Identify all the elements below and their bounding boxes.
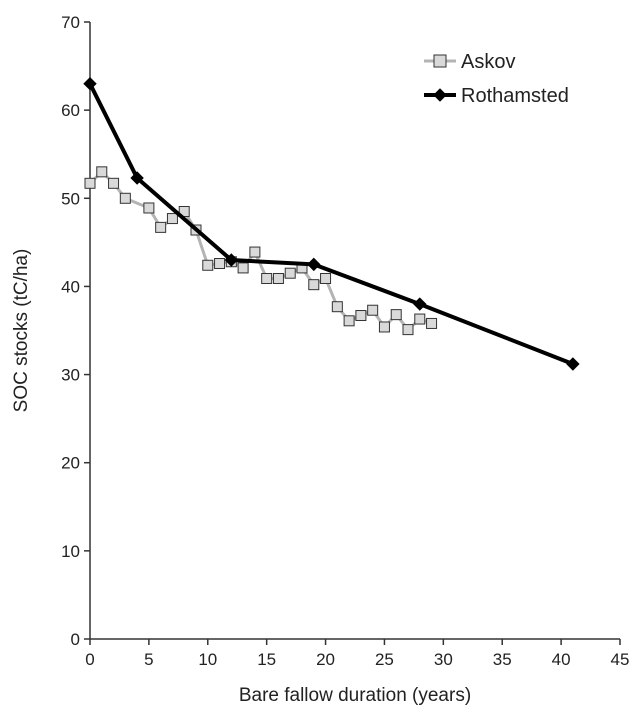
point-askov-25 <box>390 309 402 321</box>
x-tick-label-25: 25 <box>375 650 394 669</box>
point-rothamsted-1 <box>130 171 144 185</box>
x-tick-label-45: 45 <box>611 650 630 669</box>
point-rothamsted-3 <box>307 257 321 272</box>
point-askov-14 <box>261 272 273 284</box>
point-askov-0 <box>84 177 96 189</box>
x-tick-label-10: 10 <box>198 650 217 669</box>
y-tick-label-30: 30 <box>61 366 80 385</box>
x-tick-label-40: 40 <box>552 650 571 669</box>
point-askov-3 <box>119 192 131 204</box>
point-askov-23 <box>367 304 379 316</box>
y-axis-title: SOC stocks (tC/ha) <box>11 249 32 413</box>
legend-item-rothamsted: Rothamsted <box>424 85 569 107</box>
point-askov-15 <box>272 272 284 284</box>
point-askov-28 <box>426 317 438 329</box>
legend-item-askov: Askov <box>424 51 515 73</box>
x-tick-label-35: 35 <box>493 650 512 669</box>
point-askov-27 <box>414 313 426 325</box>
y-tick-label-60: 60 <box>61 101 80 120</box>
x-axis-ticks: 0 5 10 15 20 25 30 35 40 45 <box>85 639 629 669</box>
legend-rothamsted-marker <box>433 88 447 102</box>
y-tick-label-50: 50 <box>61 189 80 208</box>
point-askov-16 <box>284 267 296 279</box>
point-rothamsted-5 <box>566 357 580 371</box>
point-askov-5 <box>155 221 167 233</box>
x-tick-label-0: 0 <box>85 650 94 669</box>
point-askov-26 <box>402 324 414 336</box>
y-tick-label-70: 70 <box>61 13 80 32</box>
point-rothamsted-4 <box>413 297 427 311</box>
series-layer <box>83 76 580 371</box>
point-askov-19 <box>320 272 332 284</box>
series-line-askov <box>88 170 433 332</box>
y-tick-label-40: 40 <box>61 277 80 296</box>
x-tick-label-5: 5 <box>144 650 153 669</box>
point-askov-12 <box>237 262 249 274</box>
x-tick-label-15: 15 <box>257 650 276 669</box>
axes <box>89 22 620 640</box>
x-axis-title: Bare fallow duration (years) <box>239 685 471 706</box>
point-askov-10 <box>214 258 226 270</box>
series-askov <box>84 166 438 336</box>
point-askov-22 <box>355 310 367 322</box>
point-askov-4 <box>143 202 155 214</box>
y-tick-label-0: 0 <box>71 630 80 649</box>
point-askov-24 <box>378 321 390 333</box>
x-tick-label-30: 30 <box>434 650 453 669</box>
point-askov-21 <box>343 315 355 327</box>
legend: Askov Rothamsted <box>424 51 569 107</box>
point-askov-6 <box>166 213 178 225</box>
point-rothamsted-0 <box>83 76 97 91</box>
series-rothamsted <box>83 76 580 371</box>
point-askov-18 <box>308 279 320 291</box>
series-line-rothamsted <box>88 82 574 366</box>
legend-askov-marker <box>433 54 447 68</box>
y-axis-ticks: 0 10 20 30 40 50 60 70 <box>61 13 90 649</box>
y-tick-label-20: 20 <box>61 454 80 473</box>
x-tick-label-20: 20 <box>316 650 335 669</box>
point-askov-1 <box>96 166 108 178</box>
legend-rothamsted-label: Rothamsted <box>461 85 569 107</box>
point-askov-13 <box>249 246 261 258</box>
legend-askov-label: Askov <box>461 51 515 73</box>
y-tick-label-10: 10 <box>61 542 80 561</box>
point-askov-20 <box>331 301 343 313</box>
point-askov-9 <box>202 259 214 271</box>
point-askov-2 <box>108 177 120 189</box>
point-rothamsted-2 <box>224 253 239 267</box>
